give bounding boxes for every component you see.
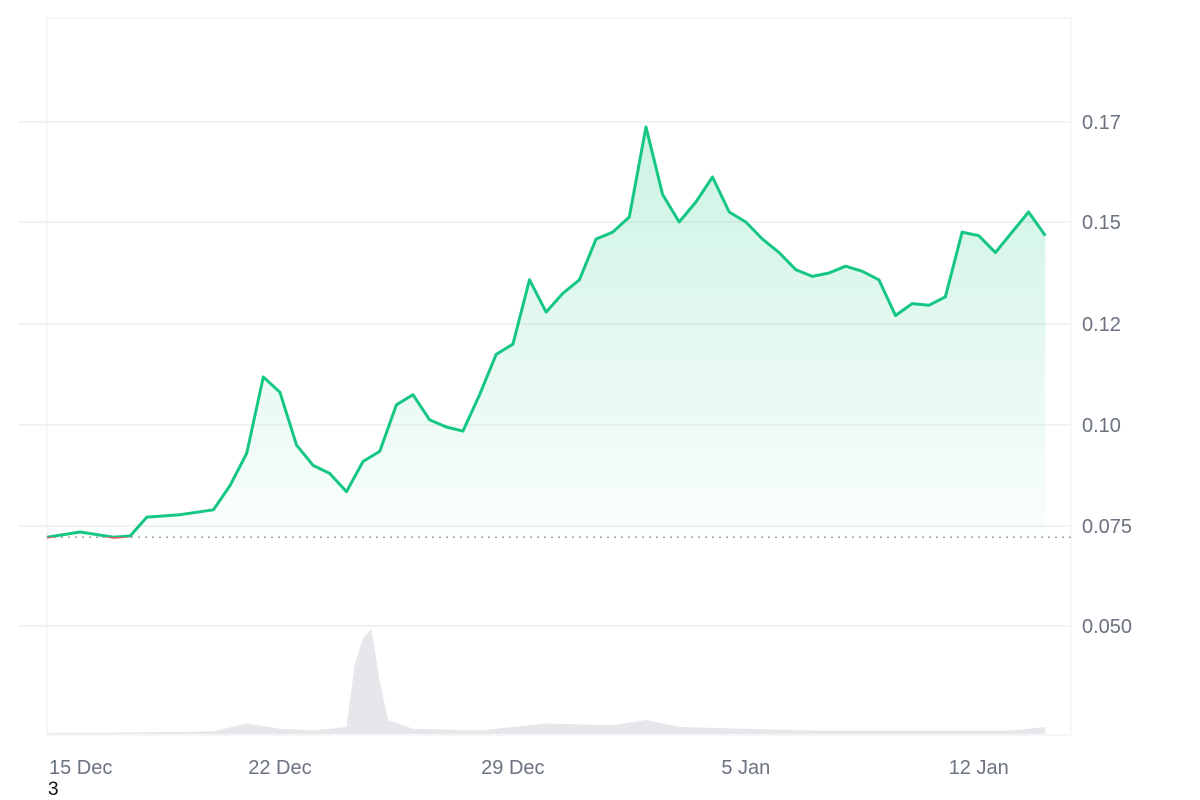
x-tick-label: 5 Jan bbox=[721, 757, 770, 779]
price-line bbox=[46, 125, 1047, 539]
y-tick-label: 0.10 bbox=[1082, 415, 1121, 437]
price-area-fill bbox=[47, 127, 1046, 538]
x-tick-label: 29 Dec bbox=[481, 757, 544, 779]
y-tick-label: 0.15 bbox=[1082, 212, 1121, 234]
x-tick-label: 15 Dec bbox=[49, 757, 112, 779]
x-tick-label: 12 Jan bbox=[949, 757, 1009, 779]
footnote-text: 3 bbox=[48, 779, 59, 800]
y-tick-label: 0.12 bbox=[1082, 314, 1121, 336]
plot-frame bbox=[46, 17, 1072, 736]
volume-area bbox=[47, 629, 1046, 734]
y-tick-label: 0.075 bbox=[1082, 516, 1132, 538]
price-area bbox=[47, 127, 1046, 538]
price-line-up bbox=[46, 125, 1047, 538]
y-axis-ticks: 0.050 0.075 0.10 0.12 0.15 0.17 bbox=[1082, 112, 1132, 638]
x-axis-ticks: 15 Dec 22 Dec 29 Dec 5 Jan 12 Jan bbox=[49, 757, 1009, 779]
y-tick-label: 0.17 bbox=[1082, 112, 1121, 134]
x-tick-label: 22 Dec bbox=[248, 757, 311, 779]
y-tick-label: 0.050 bbox=[1082, 616, 1132, 638]
volume-shape bbox=[47, 629, 1046, 734]
